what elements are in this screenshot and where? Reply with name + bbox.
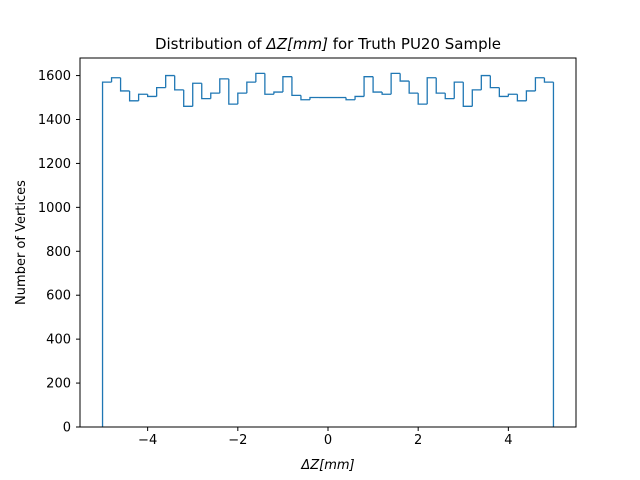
y-tick-label: 1600 <box>38 69 71 84</box>
histogram-bin <box>282 76 292 93</box>
histogram-bin <box>110 77 121 83</box>
histogram-bin <box>137 93 148 101</box>
histogram-bin <box>516 94 527 102</box>
histogram-bin <box>119 77 130 92</box>
histogram-bin <box>507 93 518 97</box>
histogram-bin <box>390 72 401 95</box>
histogram-bin <box>444 93 455 100</box>
y-tick-label: 600 <box>46 289 71 304</box>
histogram-bin <box>300 95 310 101</box>
histogram-bin <box>489 75 500 89</box>
histogram-bin <box>381 92 392 95</box>
x-tick-label: −4 <box>138 433 157 448</box>
histogram-bin <box>264 73 274 95</box>
histogram-bin <box>255 72 265 83</box>
x-axis-ticks: −4 −2 0 2 4 <box>138 427 513 448</box>
histogram-bin <box>417 93 428 105</box>
histogram-bin <box>291 76 301 96</box>
x-tick-label: 4 <box>504 433 512 448</box>
histogram-bin <box>246 81 256 94</box>
histogram-bin <box>219 78 229 94</box>
histogram-bin <box>210 92 220 99</box>
histogram-bin <box>435 77 446 94</box>
x-tick-label: −2 <box>228 433 247 448</box>
histogram-bin <box>480 74 491 90</box>
x-axis-label: ΔZ[mm] <box>300 458 354 473</box>
histogram-bin <box>471 89 482 107</box>
y-tick-label: 1400 <box>38 113 71 128</box>
histogram-bin <box>101 81 112 427</box>
x-tick-label: 0 <box>324 433 332 448</box>
histogram-bin <box>498 87 509 98</box>
histogram-bin <box>372 76 383 93</box>
y-tick-label: 1200 <box>38 157 71 172</box>
histogram-step-series <box>101 72 555 427</box>
y-tick-label: 1000 <box>38 201 71 216</box>
x-tick-label: 2 <box>414 433 422 448</box>
histogram-bin <box>174 75 184 91</box>
histogram-bin <box>363 76 374 97</box>
histogram-bin <box>525 90 536 101</box>
histogram-bin <box>183 89 193 107</box>
histogram-bin <box>462 82 473 107</box>
histogram-bin <box>165 74 175 88</box>
histogram-bin <box>309 96 319 100</box>
y-tick-label: 0 <box>63 421 71 436</box>
histogram-bin <box>146 94 157 98</box>
histogram-bin <box>408 81 419 94</box>
y-tick-label: 400 <box>46 333 71 348</box>
histogram-bin <box>273 91 283 95</box>
histogram-bin <box>128 90 139 102</box>
y-axis-label: Number of Vertices <box>14 180 29 305</box>
y-axis-ticks: 0 200 400 600 800 1000 1200 1400 1600 <box>38 69 80 436</box>
histogram-bin <box>228 78 238 105</box>
y-tick-label: 200 <box>46 377 71 392</box>
histogram-bin <box>426 77 437 105</box>
plot-frame <box>79 57 577 428</box>
chart-title: Distribution of ΔZ[mm] for Truth PU20 Sa… <box>155 35 501 53</box>
histogram-bin <box>399 73 410 82</box>
histogram-bin <box>345 97 356 101</box>
histogram-bin <box>354 95 365 100</box>
y-tick-label: 800 <box>46 245 71 260</box>
histogram-bin <box>156 87 166 97</box>
histogram-bin <box>237 92 247 105</box>
histogram-bin <box>543 77 554 83</box>
histogram-bin <box>534 77 545 91</box>
histogram-bin <box>201 83 211 100</box>
histogram-bin <box>192 82 202 107</box>
histogram-bin <box>453 81 464 99</box>
